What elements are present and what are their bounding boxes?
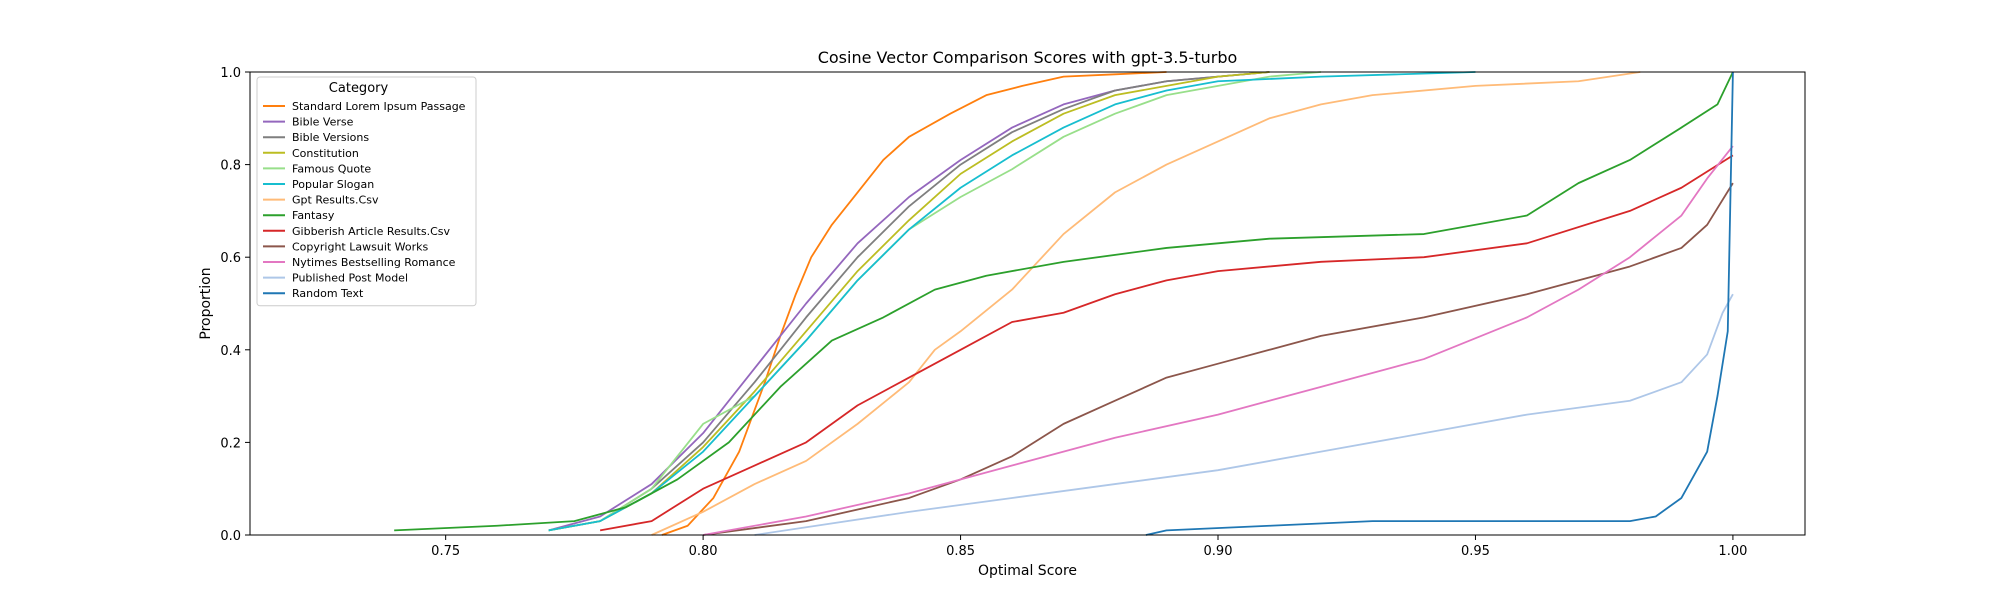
y-tick-label: 0.2 xyxy=(220,436,241,451)
y-axis-label: Proportion xyxy=(198,267,214,339)
series-line-fantasy xyxy=(394,71,1734,532)
series-line-constitution xyxy=(548,71,1270,532)
legend-label: Popular Slogan xyxy=(292,178,374,191)
x-axis-label: Optimal Score xyxy=(978,563,1077,579)
legend-label: Nytimes Bestselling Romance xyxy=(292,256,456,269)
y-tick-label: 0.0 xyxy=(220,529,241,544)
legend-label: Fantasy xyxy=(292,209,335,222)
series-line-gpt-results-csv xyxy=(651,71,1641,536)
legend-label: Random Text xyxy=(292,287,364,300)
legend-label: Copyright Lawsuit Works xyxy=(292,240,429,253)
y-tick-label: 0.8 xyxy=(220,159,241,174)
legend-box xyxy=(256,76,477,307)
y-tick-label: 0.6 xyxy=(220,251,241,266)
legend-label: Famous Quote xyxy=(292,162,371,175)
series-line-standard-lorem-ipsum-passage xyxy=(661,71,1167,536)
legend-label: Gpt Results.Csv xyxy=(292,194,379,207)
legend-label: Gibberish Article Results.Csv xyxy=(292,225,451,238)
legend-label: Bible Versions xyxy=(292,131,369,144)
x-tick-label: 0.75 xyxy=(431,544,460,559)
y-tick-label: 1.0 xyxy=(220,66,241,81)
series-line-bible-verse xyxy=(548,71,1270,532)
x-tick-label: 0.90 xyxy=(1204,544,1233,559)
series-line-copyright-lawsuit-works xyxy=(702,182,1734,536)
axes-layer: 0.75 0.80 0.85 0.90 0.95 1.00 0.0 0.2 0.4 0.6 0.8 1… xyxy=(220,66,1806,559)
legend-label: Published Post Model xyxy=(292,272,408,285)
legend-title: Category xyxy=(329,81,389,96)
x-tick-label: 0.95 xyxy=(1461,544,1490,559)
legend-label: Constitution xyxy=(292,147,359,160)
series-line-nytimes-bestselling-romance xyxy=(702,145,1734,536)
series-line-gibberish-article-results-csv xyxy=(599,154,1734,532)
lines-layer xyxy=(394,71,1734,536)
plot-frame xyxy=(249,71,1806,536)
chart-title: Cosine Vector Comparison Scores with gpt… xyxy=(818,48,1238,67)
legend: Category Standard Lorem Ipsum Passage Bibl… xyxy=(256,76,477,307)
series-line-famous-quote xyxy=(548,71,1322,532)
x-tick-label: 1.00 xyxy=(1718,544,1747,559)
series-line-bible-versions xyxy=(548,71,1270,532)
legend-label: Bible Verse xyxy=(292,116,354,129)
legend-label: Standard Lorem Ipsum Passage xyxy=(292,100,466,113)
series-line-popular-slogan xyxy=(548,71,1476,532)
x-tick-label: 0.85 xyxy=(946,544,975,559)
y-tick-label: 0.4 xyxy=(220,344,241,359)
series-line-published-post-model xyxy=(754,293,1734,536)
x-tick-label: 0.80 xyxy=(689,544,718,559)
series-line-random-text xyxy=(1145,71,1734,536)
